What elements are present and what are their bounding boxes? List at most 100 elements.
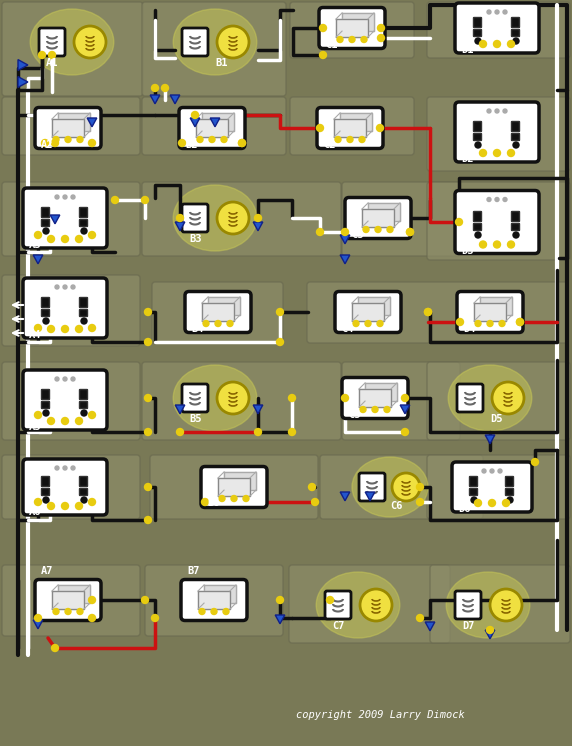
Text: D1: D1 [461, 45, 474, 55]
Circle shape [145, 483, 152, 491]
Polygon shape [336, 19, 368, 37]
Circle shape [353, 321, 359, 327]
FancyBboxPatch shape [142, 2, 286, 96]
FancyBboxPatch shape [182, 28, 208, 56]
Circle shape [494, 149, 500, 157]
FancyBboxPatch shape [201, 466, 267, 507]
Circle shape [276, 309, 284, 316]
Text: D3: D3 [461, 245, 474, 255]
FancyBboxPatch shape [42, 310, 50, 316]
Circle shape [316, 125, 324, 131]
FancyBboxPatch shape [427, 97, 570, 171]
Circle shape [487, 627, 494, 633]
Circle shape [517, 319, 523, 325]
Circle shape [471, 497, 477, 503]
Circle shape [255, 428, 261, 436]
Circle shape [177, 215, 184, 222]
Circle shape [360, 589, 392, 621]
FancyBboxPatch shape [474, 30, 482, 37]
Text: B4: B4 [191, 324, 204, 333]
Circle shape [71, 285, 75, 289]
Text: A4: A4 [29, 330, 42, 340]
Circle shape [387, 227, 393, 233]
Circle shape [416, 483, 423, 491]
Circle shape [55, 285, 59, 289]
Polygon shape [480, 297, 512, 315]
FancyBboxPatch shape [470, 489, 478, 495]
FancyBboxPatch shape [335, 292, 401, 333]
Circle shape [490, 589, 522, 621]
FancyBboxPatch shape [474, 224, 482, 231]
Circle shape [499, 321, 505, 327]
FancyBboxPatch shape [320, 455, 483, 519]
FancyBboxPatch shape [181, 580, 247, 621]
Circle shape [34, 325, 42, 331]
Polygon shape [362, 209, 394, 227]
Text: D6: D6 [458, 504, 471, 514]
Circle shape [74, 26, 106, 58]
Circle shape [288, 395, 296, 401]
Polygon shape [50, 215, 60, 224]
Circle shape [192, 111, 198, 119]
Circle shape [141, 597, 149, 604]
Polygon shape [425, 622, 435, 631]
FancyBboxPatch shape [342, 377, 408, 419]
Circle shape [34, 498, 42, 506]
FancyBboxPatch shape [142, 182, 341, 256]
Circle shape [76, 503, 82, 510]
FancyBboxPatch shape [506, 477, 514, 486]
FancyBboxPatch shape [289, 565, 450, 643]
Circle shape [145, 395, 152, 401]
FancyBboxPatch shape [457, 384, 483, 412]
Text: C6: C6 [390, 501, 403, 511]
Circle shape [365, 321, 371, 327]
FancyBboxPatch shape [80, 310, 88, 316]
Text: D4: D4 [463, 324, 475, 333]
Circle shape [276, 597, 284, 604]
Circle shape [327, 597, 333, 604]
Circle shape [507, 40, 514, 48]
Circle shape [89, 615, 96, 621]
Text: C5: C5 [348, 410, 360, 419]
Polygon shape [253, 222, 263, 231]
Circle shape [378, 34, 384, 42]
Circle shape [89, 231, 96, 239]
Text: A3: A3 [29, 240, 42, 250]
Circle shape [51, 140, 58, 146]
Circle shape [76, 325, 82, 333]
Circle shape [217, 382, 249, 414]
FancyBboxPatch shape [430, 565, 570, 643]
Polygon shape [253, 405, 263, 414]
Circle shape [502, 500, 510, 507]
FancyBboxPatch shape [23, 188, 107, 248]
Circle shape [513, 232, 519, 238]
FancyBboxPatch shape [427, 362, 570, 440]
Circle shape [42, 140, 49, 146]
Text: C2: C2 [323, 140, 336, 149]
FancyBboxPatch shape [511, 30, 519, 37]
Circle shape [507, 149, 514, 157]
Circle shape [201, 498, 209, 506]
Polygon shape [52, 591, 84, 609]
Text: B6: B6 [207, 498, 220, 509]
FancyBboxPatch shape [319, 7, 385, 48]
Circle shape [65, 609, 71, 615]
Text: copyright 2009 Larry Dimock: copyright 2009 Larry Dimock [296, 710, 464, 720]
Circle shape [361, 37, 367, 43]
Circle shape [231, 495, 237, 501]
Circle shape [63, 285, 67, 289]
Circle shape [77, 609, 83, 615]
Polygon shape [170, 95, 180, 104]
Circle shape [211, 609, 217, 615]
Circle shape [498, 469, 502, 473]
Circle shape [197, 137, 203, 142]
FancyBboxPatch shape [35, 580, 101, 621]
Circle shape [407, 228, 414, 236]
Circle shape [276, 339, 284, 345]
Circle shape [55, 466, 59, 470]
Circle shape [335, 137, 341, 142]
Circle shape [55, 195, 59, 199]
Circle shape [43, 497, 49, 503]
Circle shape [89, 597, 96, 604]
Polygon shape [474, 303, 506, 321]
